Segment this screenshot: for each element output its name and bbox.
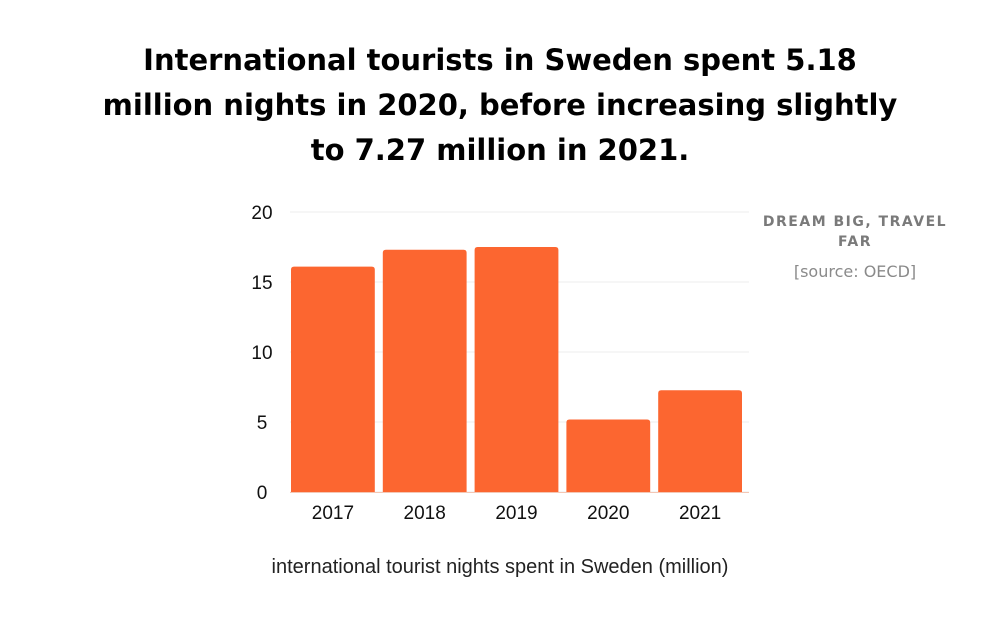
y-tick-label: 20	[251, 203, 272, 224]
bar-2021	[658, 390, 742, 492]
x-tick-label: 2021	[679, 503, 721, 524]
bar-2017	[291, 266, 375, 492]
x-tick-label: 2020	[587, 503, 629, 524]
bar-2018	[382, 249, 467, 492]
bar-2020	[566, 419, 651, 492]
chart-title: International tourists in Sweden spent 5…	[102, 43, 898, 167]
brand-tagline: DREAM BIG, TRAVEL FAR	[762, 214, 948, 250]
x-axis-label: international tourist nights spent in Sw…	[271, 556, 729, 578]
x-tick-label: 2018	[404, 503, 446, 524]
bar-2019	[474, 247, 559, 492]
x-tick-label: 2017	[312, 503, 354, 524]
y-tick-label: 0	[257, 483, 268, 504]
y-tick-label: 10	[251, 343, 272, 364]
x-tick-label: 2019	[495, 503, 537, 524]
y-tick-label: 5	[257, 413, 268, 434]
source-note: [source: OECD]	[793, 262, 917, 281]
y-tick-label: 15	[251, 273, 272, 294]
